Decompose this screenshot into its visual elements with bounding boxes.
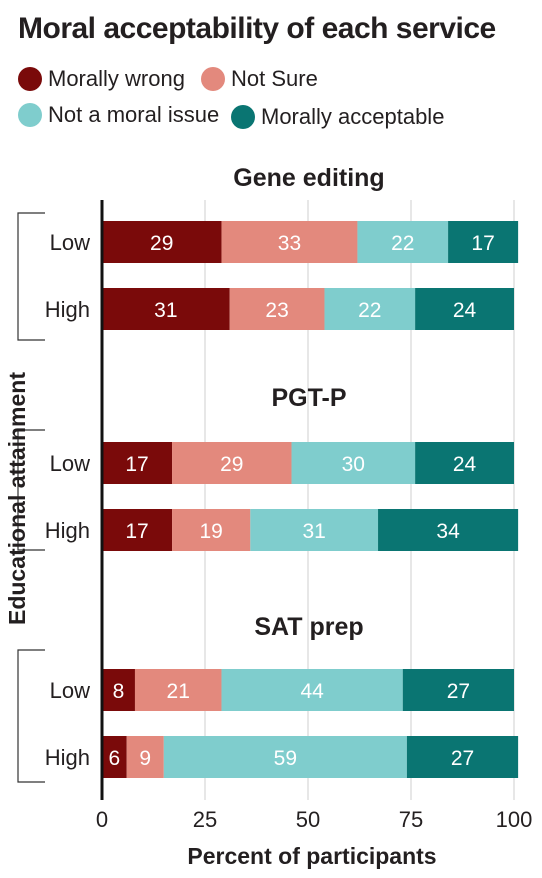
x-tick-label: 75 [399,807,423,832]
bar-segment [357,221,449,263]
legend-label: Morally acceptable [261,104,445,129]
data-label: 9 [139,747,151,770]
data-label: 8 [113,680,125,703]
legend-label: Morally wrong [48,66,185,91]
legend-item-morally-wrong: Morally wrong [18,66,185,92]
legend-swatch [18,67,42,91]
y-axis-label: Educational attainment [3,371,30,625]
x-tick-label: 100 [496,807,533,832]
group-title: SAT prep [254,613,363,641]
legend-item-not-sure: Not Sure [201,66,318,92]
row-label: High [45,745,90,770]
data-label: 27 [447,680,470,703]
group-title: PGT-P [271,384,346,412]
bar-segment [102,736,127,778]
bar-segment [229,288,325,330]
x-tick-label: 50 [296,807,320,832]
data-label: 19 [200,520,223,543]
data-label: 22 [358,299,381,322]
legend-item-morally-acceptable: Morally acceptable [231,104,444,130]
legend-swatch [18,103,42,127]
chart-title: Moral acceptability of each service [18,12,496,45]
bar-segment [163,736,407,778]
bar-segment [126,736,164,778]
row-label: High [45,518,90,543]
bar-segment [448,221,519,263]
data-label: 17 [471,232,494,255]
legend-swatch [201,67,225,91]
legend-item-not-a-moral-issue: Not a moral issue [18,102,219,128]
x-tick-label: 0 [96,807,108,832]
data-label: 27 [451,747,474,770]
data-label: 24 [453,299,477,322]
data-label: 31 [154,299,177,322]
legend-label: Not a moral issue [48,102,220,127]
row-label: High [45,297,90,322]
legend-label: Not Sure [231,66,318,91]
data-label: 23 [265,299,288,322]
data-label: 31 [303,520,326,543]
bar-segment [415,442,514,484]
bar-segment [415,288,514,330]
bar-segment [406,736,519,778]
bar-segment [221,221,358,263]
group-bracket [17,429,45,551]
bar-segment [250,509,379,551]
data-label: 17 [125,520,148,543]
data-label: 30 [342,453,365,476]
bar-segment [172,442,292,484]
data-label: 33 [278,232,301,255]
bar-segment [402,669,514,711]
data-label: 24 [453,453,477,476]
row-label: Low [50,678,90,703]
x-axis-label: Percent of participants [187,843,436,869]
data-label: 29 [220,453,243,476]
group-bracket [17,212,45,341]
data-label: 29 [150,232,173,255]
bar-segment [324,288,416,330]
data-label: 21 [167,680,190,703]
bar-segment [221,669,403,711]
row-label: Low [50,230,90,255]
bar-segment [102,669,135,711]
legend-swatch [231,105,255,129]
bar-segment [102,221,222,263]
data-label: 59 [274,747,297,770]
group-title: Gene editing [233,164,384,192]
bar-segment [102,288,230,330]
group-bracket [17,649,45,783]
data-label: 44 [300,680,324,703]
bar-segment [134,669,222,711]
bar-segment [172,509,251,551]
bar-segment [102,442,173,484]
data-label: 6 [109,747,121,770]
bar-segment [102,509,173,551]
data-label: 22 [391,232,414,255]
bar-segment [291,442,416,484]
data-label: 34 [436,520,460,543]
data-label: 17 [125,453,148,476]
bar-segment [378,509,519,551]
x-tick-label: 25 [193,807,217,832]
row-label: Low [50,451,90,476]
